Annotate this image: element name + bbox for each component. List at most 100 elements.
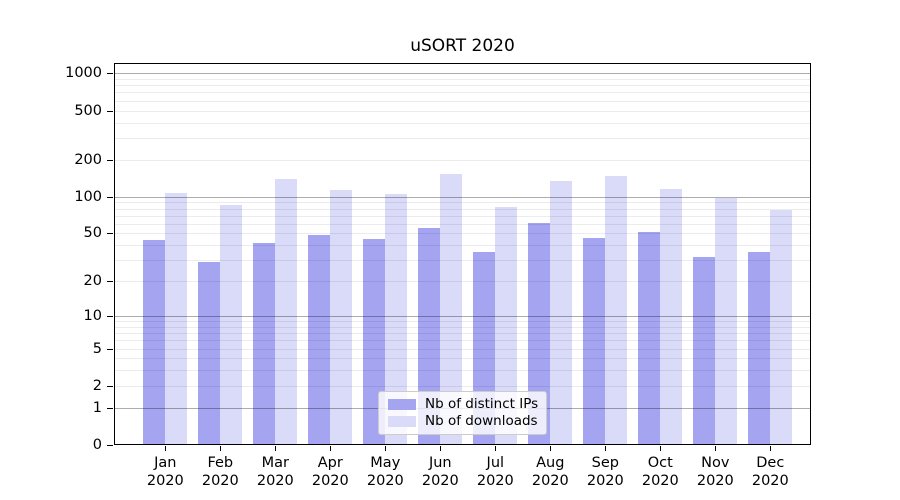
x-tick-label-feb: Feb 2020: [201, 455, 239, 489]
y-tick-label-20: 20: [83, 273, 102, 290]
y-tick-100: [107, 197, 113, 198]
legend-swatch-distinct-ips: [388, 399, 416, 410]
gridline-minor-300: [115, 138, 810, 139]
bar-downloads-jun: [440, 174, 463, 445]
bar-distinct-ips-oct: [638, 232, 661, 445]
gridline-minor-5: [115, 349, 810, 350]
y-tick-label-1000: 1000: [65, 65, 102, 82]
y-tick-1: [107, 408, 113, 409]
gridline-minor-70: [115, 216, 810, 217]
legend-label-distinct-ips: Nb of distinct IPs: [425, 396, 539, 412]
y-tick-500: [107, 111, 113, 112]
x-tick-label-aug: Aug 2020: [531, 455, 569, 489]
bar-distinct-ips-jun: [418, 228, 441, 445]
gridline-major-10: [115, 316, 810, 317]
x-tick-6: [440, 446, 442, 451]
y-tick-50: [107, 233, 113, 234]
legend: Nb of distinct IPs Nb of downloads: [378, 391, 547, 435]
y-tick-10: [107, 316, 113, 317]
bar-distinct-ips-nov: [693, 256, 716, 445]
x-tick-9: [605, 446, 607, 451]
x-tick-label-may: May 2020: [366, 455, 404, 489]
y-tick-label-5: 5: [92, 340, 102, 357]
y-tick-label-10: 10: [83, 307, 102, 324]
gridline-minor-50: [115, 233, 810, 234]
bar-downloads-may: [385, 194, 408, 445]
gridline-major-1000: [115, 73, 810, 74]
x-tick-label-mar: Mar 2020: [256, 455, 294, 489]
y-tick-label-1: 1: [92, 399, 102, 416]
x-tick-12: [770, 446, 772, 451]
bar-downloads-nov: [715, 198, 738, 445]
x-tick-1: [165, 446, 167, 451]
x-tick-label-dec: Dec 2020: [751, 455, 789, 489]
y-tick-200: [107, 160, 113, 161]
y-tick-label-2: 2: [92, 377, 102, 394]
legend-label-downloads: Nb of downloads: [425, 413, 538, 429]
gridline-minor-800: [115, 85, 810, 86]
gridline-minor-200: [115, 160, 810, 161]
y-tick-label-50: 50: [83, 225, 102, 242]
bar-distinct-ips-feb: [198, 262, 221, 445]
bar-downloads-aug: [550, 181, 573, 445]
gridline-minor-500: [115, 111, 810, 112]
gridline-minor-900: [115, 79, 810, 80]
gridline-minor-400: [115, 123, 810, 124]
bar-distinct-ips-sep: [583, 237, 606, 445]
bar-downloads-apr: [330, 190, 353, 445]
gridline-minor-60: [115, 224, 810, 225]
bar-downloads-sep: [605, 175, 628, 445]
legend-item-downloads: Nb of downloads: [388, 414, 538, 429]
gridline-minor-7: [115, 333, 810, 334]
bar-distinct-ips-dec: [748, 252, 771, 445]
x-tick-label-apr: Apr 2020: [311, 455, 349, 489]
gridline-minor-90: [115, 202, 810, 203]
bar-distinct-ips-mar: [253, 242, 276, 445]
legend-swatch-downloads: [388, 416, 416, 427]
gridline-minor-30: [115, 260, 810, 261]
gridline-major-100: [115, 197, 810, 198]
y-tick-1000: [107, 73, 113, 74]
x-tick-label-sep: Sep 2020: [586, 455, 624, 489]
x-tick-label-nov: Nov 2020: [696, 455, 734, 489]
y-tick-0: [107, 445, 113, 446]
y-tick-label-200: 200: [74, 151, 102, 168]
bar-downloads-feb: [220, 205, 243, 445]
x-tick-10: [660, 446, 662, 451]
gridline-minor-2: [115, 386, 810, 387]
bar-downloads-dec: [770, 209, 793, 445]
bar-distinct-ips-aug: [528, 222, 551, 445]
gridline-minor-80: [115, 209, 810, 210]
x-tick-4: [330, 446, 332, 451]
gridline-minor-40: [115, 245, 810, 246]
bar-downloads-mar: [275, 179, 298, 445]
gridline-minor-9: [115, 321, 810, 322]
y-tick-label-0: 0: [92, 437, 102, 453]
bar-distinct-ips-jan: [143, 240, 166, 445]
chart-title: uSORT 2020: [410, 36, 515, 56]
x-tick-7: [495, 446, 497, 451]
gridline-minor-8: [115, 327, 810, 328]
y-tick-5: [107, 349, 113, 350]
x-tick-label-jan: Jan 2020: [146, 455, 184, 489]
bar-downloads-oct: [660, 189, 683, 445]
bar-downloads-jul: [495, 207, 518, 445]
y-tick-label-500: 500: [74, 102, 102, 119]
y-tick-20: [107, 281, 113, 282]
y-tick-label-100: 100: [74, 188, 102, 205]
x-tick-8: [550, 446, 552, 451]
gridline-minor-700: [115, 92, 810, 93]
bar-downloads-jan: [165, 193, 188, 445]
y-tick-2: [107, 386, 113, 387]
gridline-minor-600: [115, 101, 810, 102]
legend-item-distinct-ips: Nb of distinct IPs: [388, 397, 538, 412]
x-tick-11: [715, 446, 717, 451]
x-tick-label-jun: Jun 2020: [421, 455, 459, 489]
x-tick-2: [220, 446, 222, 451]
gridline-minor-6: [115, 340, 810, 341]
x-tick-label-oct: Oct 2020: [641, 455, 679, 489]
gridline-minor-20: [115, 281, 810, 282]
gridline-minor-3: [115, 370, 810, 371]
